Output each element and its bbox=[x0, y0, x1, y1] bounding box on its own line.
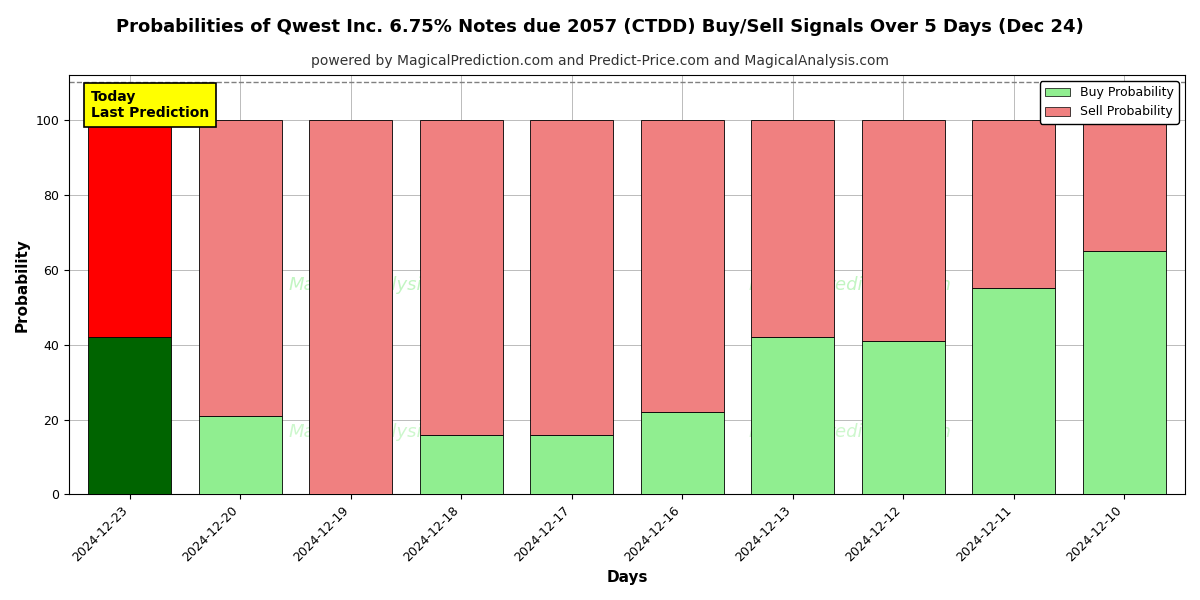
Bar bbox=[1082, 251, 1165, 494]
Text: MagicalAnalysis.com: MagicalAnalysis.com bbox=[288, 422, 475, 440]
Text: powered by MagicalPrediction.com and Predict-Price.com and MagicalAnalysis.com: powered by MagicalPrediction.com and Pre… bbox=[311, 54, 889, 68]
Text: MagicalPrediction.com: MagicalPrediction.com bbox=[749, 422, 952, 440]
Bar bbox=[530, 120, 613, 434]
Bar bbox=[199, 416, 282, 494]
Bar bbox=[751, 337, 834, 494]
Bar bbox=[199, 120, 282, 416]
Bar bbox=[972, 120, 1055, 289]
Legend: Buy Probability, Sell Probability: Buy Probability, Sell Probability bbox=[1040, 81, 1178, 124]
Bar bbox=[89, 337, 172, 494]
Bar bbox=[420, 434, 503, 494]
Text: Today
Last Prediction: Today Last Prediction bbox=[91, 90, 210, 120]
Bar bbox=[862, 341, 944, 494]
Bar bbox=[310, 120, 392, 494]
Bar bbox=[641, 120, 724, 412]
Bar bbox=[972, 289, 1055, 494]
Bar bbox=[751, 120, 834, 337]
Bar bbox=[1082, 120, 1165, 251]
Bar bbox=[89, 120, 172, 337]
Y-axis label: Probability: Probability bbox=[16, 238, 30, 332]
Bar bbox=[530, 434, 613, 494]
Bar bbox=[641, 412, 724, 494]
Bar bbox=[862, 120, 944, 341]
Bar bbox=[420, 120, 503, 434]
Text: MagicalPrediction.com: MagicalPrediction.com bbox=[749, 276, 952, 294]
Text: MagicalAnalysis.com: MagicalAnalysis.com bbox=[288, 276, 475, 294]
X-axis label: Days: Days bbox=[606, 570, 648, 585]
Text: Probabilities of Qwest Inc. 6.75% Notes due 2057 (CTDD) Buy/Sell Signals Over 5 : Probabilities of Qwest Inc. 6.75% Notes … bbox=[116, 18, 1084, 36]
